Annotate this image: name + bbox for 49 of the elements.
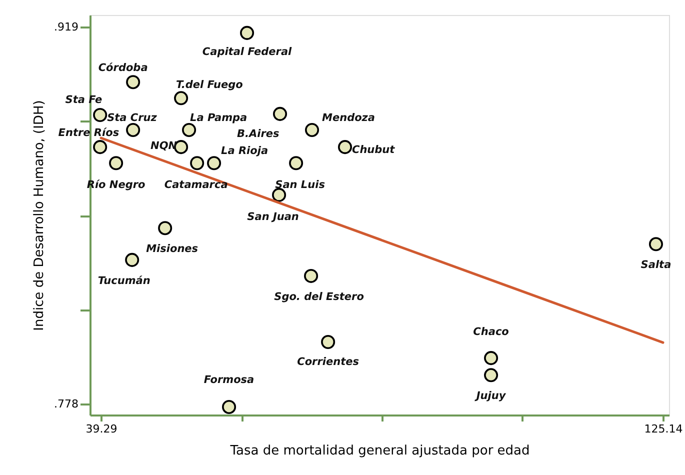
point	[93, 108, 108, 122]
annotation: Sta Cruz	[107, 112, 158, 124]
point	[289, 156, 304, 170]
point	[109, 156, 124, 170]
point	[648, 237, 663, 252]
point	[304, 122, 320, 137]
x-tick-label: 39.29	[86, 422, 118, 436]
annotation: Sgo. del Estero	[274, 290, 364, 303]
annotation: Córdoba	[98, 62, 148, 74]
point	[93, 140, 108, 154]
point	[222, 400, 236, 414]
point	[126, 122, 140, 137]
annotation: La Rioja	[221, 145, 268, 158]
point	[321, 334, 336, 350]
x-tick-label: 125.14	[644, 422, 683, 436]
point	[174, 91, 188, 106]
point	[158, 221, 172, 236]
point	[484, 368, 498, 382]
annotation: Corrientes	[297, 356, 359, 368]
point	[182, 122, 196, 137]
annotation: Salta	[640, 259, 672, 272]
y-tick-label: .778	[54, 398, 78, 411]
point	[272, 188, 286, 202]
annotation: Catamarca	[164, 179, 228, 192]
annotation: Jujuy	[474, 390, 507, 402]
annotation: San Luis	[275, 179, 325, 192]
point	[126, 75, 140, 90]
annotation: Chaco	[473, 326, 509, 338]
annotation: La Pampa	[190, 112, 248, 124]
annotation: Misiones	[146, 243, 198, 256]
y-tick-label: .919	[54, 20, 78, 34]
point	[190, 156, 204, 170]
annotation: Tucumán	[98, 274, 150, 287]
point	[272, 106, 288, 121]
x-axis-title: Tasa de mortalidad general ajustada por edad	[229, 444, 530, 458]
point	[125, 252, 140, 267]
annotation: B.Aires	[237, 128, 280, 140]
annotation: San Juan	[247, 210, 299, 223]
point	[207, 156, 222, 170]
annotation: Formosa	[204, 374, 254, 386]
annotation: Capital Federal	[202, 46, 292, 58]
point	[240, 26, 254, 40]
annotation: Chubut	[352, 144, 396, 156]
y-axis-title: Indice de Desarrollo Humano, (IDH)	[32, 100, 48, 331]
point	[304, 268, 318, 283]
point	[338, 140, 352, 154]
annotation: T.del Fuego	[176, 79, 243, 92]
point	[484, 351, 498, 366]
annotation: Mendoza	[322, 112, 375, 124]
